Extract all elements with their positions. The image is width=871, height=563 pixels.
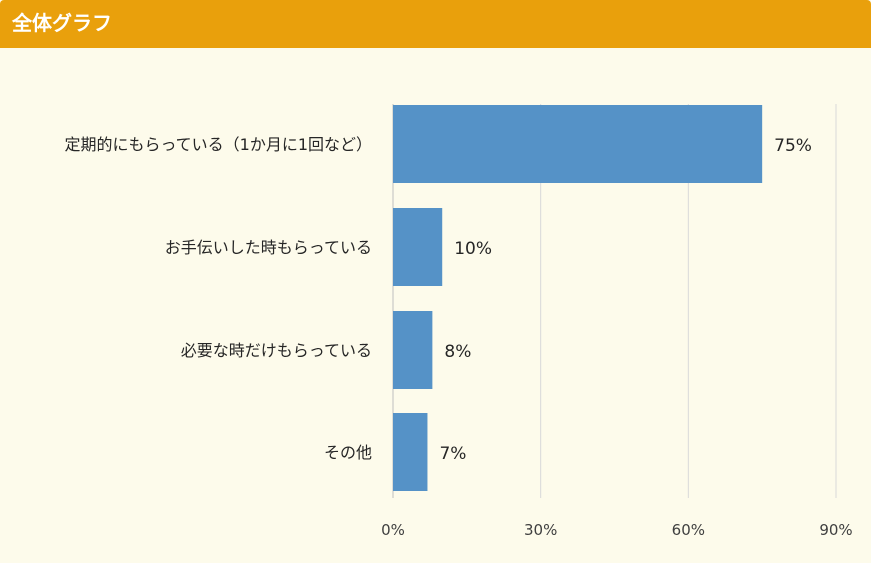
x-tick-label: 30% [524, 521, 557, 539]
bar-chart: 0% 30% 60% 90% 定期的にもらっている（1か月に1回など） 75% お手伝いした… [64, 104, 853, 539]
bar [393, 208, 443, 286]
x-tick-label: 60% [672, 521, 705, 539]
bar [393, 413, 428, 491]
value-label: 10% [454, 239, 492, 259]
bar [393, 105, 763, 183]
value-label: 8% [444, 342, 471, 362]
x-tick-label: 0% [381, 521, 405, 539]
label-layer: 0% 30% 60% 90% 定期的にもらっている（1か月に1回など） 75% お手伝いした… [64, 135, 852, 539]
chart-area: 0% 30% 60% 90% 定期的にもらっている（1か月に1回など） 75% お手伝いした… [0, 48, 871, 559]
value-label: 75% [774, 136, 812, 156]
category-label: 必要な時だけもらっている [181, 341, 372, 360]
header-title: 全体グラフ [12, 11, 112, 35]
value-label: 7% [439, 444, 466, 464]
category-label: その他 [324, 443, 372, 462]
category-label: 定期的にもらっている（1か月に1回など） [64, 135, 372, 154]
bar-layer [393, 105, 763, 491]
bar [393, 311, 433, 389]
header-bar: 全体グラフ [0, 0, 871, 48]
x-tick-label: 90% [819, 521, 852, 539]
category-label: お手伝いした時もらっている [165, 238, 372, 257]
